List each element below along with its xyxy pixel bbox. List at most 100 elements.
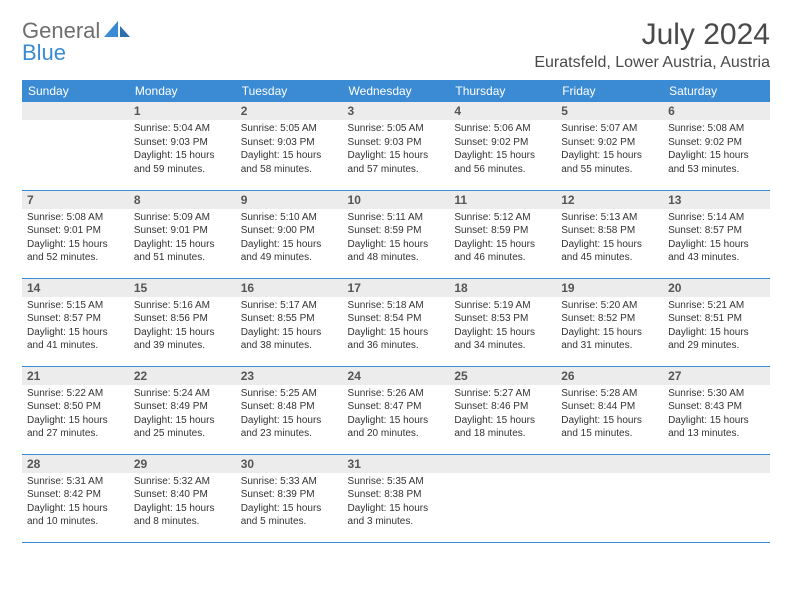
calendar-cell: 31Sunrise: 5:35 AMSunset: 8:38 PMDayligh…	[343, 454, 450, 542]
day-number	[449, 455, 556, 473]
day-number: 1	[129, 102, 236, 120]
day-data: Sunrise: 5:24 AMSunset: 8:49 PMDaylight:…	[129, 385, 236, 445]
day-data: Sunrise: 5:22 AMSunset: 8:50 PMDaylight:…	[22, 385, 129, 445]
calendar-table: SundayMondayTuesdayWednesdayThursdayFrid…	[22, 80, 770, 543]
calendar-cell: 29Sunrise: 5:32 AMSunset: 8:40 PMDayligh…	[129, 454, 236, 542]
header: General July 2024 Euratsfeld, Lower Aust…	[22, 18, 770, 72]
day-data: Sunrise: 5:25 AMSunset: 8:48 PMDaylight:…	[236, 385, 343, 445]
day-number: 28	[22, 455, 129, 473]
calendar-cell: 16Sunrise: 5:17 AMSunset: 8:55 PMDayligh…	[236, 278, 343, 366]
day-number	[556, 455, 663, 473]
calendar-cell: 23Sunrise: 5:25 AMSunset: 8:48 PMDayligh…	[236, 366, 343, 454]
day-data: Sunrise: 5:21 AMSunset: 8:51 PMDaylight:…	[663, 297, 770, 357]
day-data: Sunrise: 5:12 AMSunset: 8:59 PMDaylight:…	[449, 209, 556, 269]
calendar-cell: 10Sunrise: 5:11 AMSunset: 8:59 PMDayligh…	[343, 190, 450, 278]
weekday-header: Friday	[556, 80, 663, 102]
day-number: 29	[129, 455, 236, 473]
weekday-header: Monday	[129, 80, 236, 102]
calendar-cell: 9Sunrise: 5:10 AMSunset: 9:00 PMDaylight…	[236, 190, 343, 278]
calendar-cell: 21Sunrise: 5:22 AMSunset: 8:50 PMDayligh…	[22, 366, 129, 454]
day-number: 11	[449, 191, 556, 209]
calendar-cell	[663, 454, 770, 542]
calendar-cell	[556, 454, 663, 542]
day-number: 2	[236, 102, 343, 120]
day-number: 4	[449, 102, 556, 120]
calendar-cell: 18Sunrise: 5:19 AMSunset: 8:53 PMDayligh…	[449, 278, 556, 366]
day-number: 26	[556, 367, 663, 385]
calendar-cell: 19Sunrise: 5:20 AMSunset: 8:52 PMDayligh…	[556, 278, 663, 366]
calendar-cell: 14Sunrise: 5:15 AMSunset: 8:57 PMDayligh…	[22, 278, 129, 366]
day-data: Sunrise: 5:04 AMSunset: 9:03 PMDaylight:…	[129, 120, 236, 180]
day-number	[663, 455, 770, 473]
day-data: Sunrise: 5:28 AMSunset: 8:44 PMDaylight:…	[556, 385, 663, 445]
day-data: Sunrise: 5:31 AMSunset: 8:42 PMDaylight:…	[22, 473, 129, 533]
calendar-cell: 30Sunrise: 5:33 AMSunset: 8:39 PMDayligh…	[236, 454, 343, 542]
calendar-cell: 28Sunrise: 5:31 AMSunset: 8:42 PMDayligh…	[22, 454, 129, 542]
day-data: Sunrise: 5:13 AMSunset: 8:58 PMDaylight:…	[556, 209, 663, 269]
calendar-cell: 6Sunrise: 5:08 AMSunset: 9:02 PMDaylight…	[663, 102, 770, 190]
day-data: Sunrise: 5:32 AMSunset: 8:40 PMDaylight:…	[129, 473, 236, 533]
weekday-header: Saturday	[663, 80, 770, 102]
calendar-row: 7Sunrise: 5:08 AMSunset: 9:01 PMDaylight…	[22, 190, 770, 278]
day-number: 14	[22, 279, 129, 297]
day-data: Sunrise: 5:33 AMSunset: 8:39 PMDaylight:…	[236, 473, 343, 533]
calendar-cell: 2Sunrise: 5:05 AMSunset: 9:03 PMDaylight…	[236, 102, 343, 190]
day-data: Sunrise: 5:26 AMSunset: 8:47 PMDaylight:…	[343, 385, 450, 445]
day-data: Sunrise: 5:15 AMSunset: 8:57 PMDaylight:…	[22, 297, 129, 357]
day-number: 21	[22, 367, 129, 385]
day-data: Sunrise: 5:08 AMSunset: 9:02 PMDaylight:…	[663, 120, 770, 180]
day-data: Sunrise: 5:19 AMSunset: 8:53 PMDaylight:…	[449, 297, 556, 357]
day-data: Sunrise: 5:30 AMSunset: 8:43 PMDaylight:…	[663, 385, 770, 445]
day-number: 22	[129, 367, 236, 385]
calendar-cell: 22Sunrise: 5:24 AMSunset: 8:49 PMDayligh…	[129, 366, 236, 454]
weekday-header: Wednesday	[343, 80, 450, 102]
calendar-cell	[449, 454, 556, 542]
day-number: 9	[236, 191, 343, 209]
calendar-cell: 27Sunrise: 5:30 AMSunset: 8:43 PMDayligh…	[663, 366, 770, 454]
logo-text-2: Blue	[22, 40, 66, 66]
day-number: 12	[556, 191, 663, 209]
day-data: Sunrise: 5:17 AMSunset: 8:55 PMDaylight:…	[236, 297, 343, 357]
calendar-cell: 12Sunrise: 5:13 AMSunset: 8:58 PMDayligh…	[556, 190, 663, 278]
location-text: Euratsfeld, Lower Austria, Austria	[534, 54, 770, 72]
day-number: 31	[343, 455, 450, 473]
day-data: Sunrise: 5:20 AMSunset: 8:52 PMDaylight:…	[556, 297, 663, 357]
calendar-cell: 3Sunrise: 5:05 AMSunset: 9:03 PMDaylight…	[343, 102, 450, 190]
day-number: 10	[343, 191, 450, 209]
calendar-cell: 17Sunrise: 5:18 AMSunset: 8:54 PMDayligh…	[343, 278, 450, 366]
calendar-row: 21Sunrise: 5:22 AMSunset: 8:50 PMDayligh…	[22, 366, 770, 454]
calendar-header-row: SundayMondayTuesdayWednesdayThursdayFrid…	[22, 80, 770, 102]
day-number: 5	[556, 102, 663, 120]
day-number: 20	[663, 279, 770, 297]
day-data: Sunrise: 5:14 AMSunset: 8:57 PMDaylight:…	[663, 209, 770, 269]
calendar-cell: 11Sunrise: 5:12 AMSunset: 8:59 PMDayligh…	[449, 190, 556, 278]
day-data: Sunrise: 5:08 AMSunset: 9:01 PMDaylight:…	[22, 209, 129, 269]
calendar-cell: 7Sunrise: 5:08 AMSunset: 9:01 PMDaylight…	[22, 190, 129, 278]
day-data: Sunrise: 5:09 AMSunset: 9:01 PMDaylight:…	[129, 209, 236, 269]
day-number: 23	[236, 367, 343, 385]
weekday-header: Tuesday	[236, 80, 343, 102]
day-data: Sunrise: 5:18 AMSunset: 8:54 PMDaylight:…	[343, 297, 450, 357]
calendar-cell: 25Sunrise: 5:27 AMSunset: 8:46 PMDayligh…	[449, 366, 556, 454]
weekday-header: Sunday	[22, 80, 129, 102]
day-number: 18	[449, 279, 556, 297]
day-number: 6	[663, 102, 770, 120]
day-number: 19	[556, 279, 663, 297]
calendar-cell: 15Sunrise: 5:16 AMSunset: 8:56 PMDayligh…	[129, 278, 236, 366]
day-data: Sunrise: 5:11 AMSunset: 8:59 PMDaylight:…	[343, 209, 450, 269]
calendar-cell: 4Sunrise: 5:06 AMSunset: 9:02 PMDaylight…	[449, 102, 556, 190]
calendar-row: 1Sunrise: 5:04 AMSunset: 9:03 PMDaylight…	[22, 102, 770, 190]
day-number	[22, 102, 129, 120]
day-number: 30	[236, 455, 343, 473]
calendar-cell: 8Sunrise: 5:09 AMSunset: 9:01 PMDaylight…	[129, 190, 236, 278]
logo-sail-icon	[104, 19, 130, 44]
title-group: July 2024 Euratsfeld, Lower Austria, Aus…	[534, 18, 770, 72]
day-data: Sunrise: 5:10 AMSunset: 9:00 PMDaylight:…	[236, 209, 343, 269]
day-number: 16	[236, 279, 343, 297]
day-data: Sunrise: 5:35 AMSunset: 8:38 PMDaylight:…	[343, 473, 450, 533]
calendar-row: 28Sunrise: 5:31 AMSunset: 8:42 PMDayligh…	[22, 454, 770, 542]
day-number: 27	[663, 367, 770, 385]
day-number: 25	[449, 367, 556, 385]
calendar-cell: 24Sunrise: 5:26 AMSunset: 8:47 PMDayligh…	[343, 366, 450, 454]
calendar-cell	[22, 102, 129, 190]
